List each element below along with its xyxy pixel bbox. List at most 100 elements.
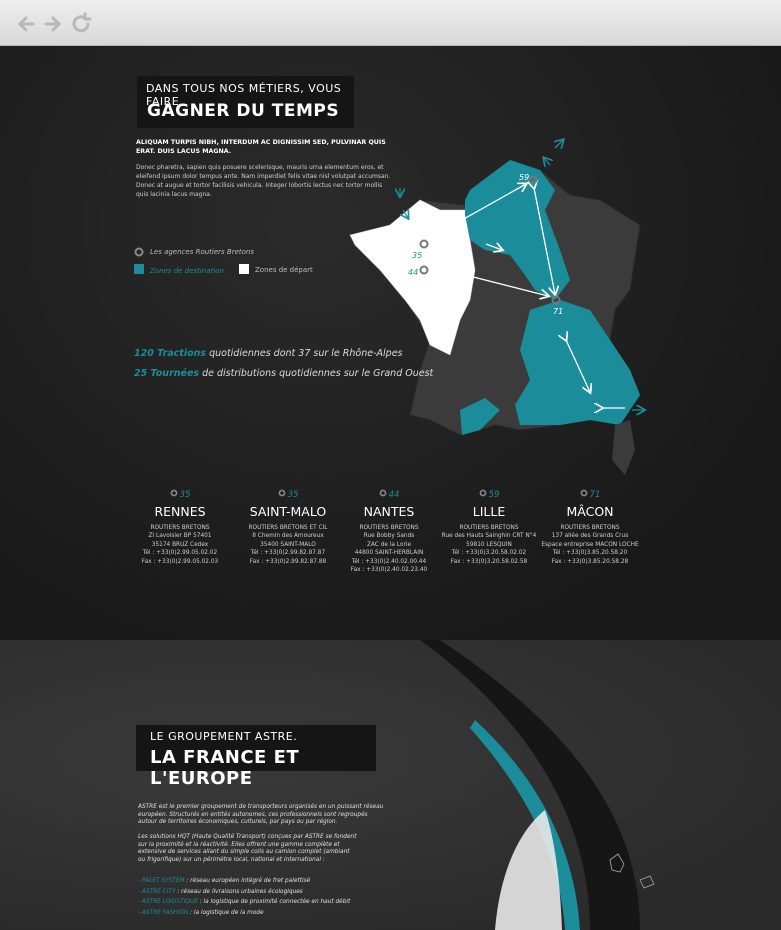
agency-line: Fax : +33(0)2.99.82.87.88 xyxy=(249,558,327,565)
agency-line: Tél : +33(0)2.99.82.87.87 xyxy=(250,550,326,557)
stat-text: quotidiennes dont 37 sur le Rhône-Alpes xyxy=(209,348,403,359)
stat-line: 25 Tournées de distributions quotidienne… xyxy=(134,368,433,379)
paragraph: ASTRE est le premier groupement de trans… xyxy=(138,804,384,826)
agency-line: 44800 SAINT-HERBLAIN xyxy=(354,550,424,557)
forward-button[interactable] xyxy=(44,16,62,32)
section-network: 59 35 44 71 DANS TOUS NOS MÉTIERS, VOUS … xyxy=(0,46,781,640)
agency-line: Tél : +33(0)2.99.05.02.02 xyxy=(142,550,218,557)
stat-text: de distributions quotidiennes sur le Gra… xyxy=(202,368,434,379)
map-label: 44 xyxy=(408,268,418,277)
agency-line: Tél : +33(0)3.20.58.02.02 xyxy=(451,550,527,557)
route-arrows xyxy=(430,184,625,408)
agency-number: 71 xyxy=(589,490,601,500)
legend-item: Les agences Routiers Bretons xyxy=(150,248,255,256)
agency-city: LILLE xyxy=(472,504,506,519)
legend-icons xyxy=(134,247,144,274)
body-text: Donec pharetra, sapien quis posuere scel… xyxy=(136,164,391,198)
title: LA FRANCE ET L'EUROPE xyxy=(150,747,300,789)
agency-line: ROUTIERS BRETONS xyxy=(150,525,210,531)
agency-line: Tél : +33(0)2.40.02.00.44 xyxy=(351,558,427,565)
title: GAGNER DU TEMPS xyxy=(147,101,340,121)
back-button[interactable] xyxy=(17,16,35,32)
agency-line: Rue des Hauts Sainghin CRT N°4 xyxy=(441,533,537,540)
agency-line: ROUTIERS BRETONS ET CIL xyxy=(248,525,328,531)
agency-city: RENNES xyxy=(154,504,206,519)
agency-number-row: 71 xyxy=(535,489,645,500)
legend-item: Zones de destination xyxy=(150,267,224,275)
agency-number: 44 xyxy=(388,490,400,500)
agency-line: 59810 LESQUIN xyxy=(466,541,512,548)
stat-highlight: 120 Tractions xyxy=(134,348,207,359)
agency-icon xyxy=(580,489,587,497)
service-item: - ASTRE LOGISTIQUE : la logistique de pr… xyxy=(138,897,388,908)
france-map: 59 35 44 71 xyxy=(349,46,781,475)
lead: ALIQUAM TURPIS NIBH, INTERDUM AC DIGNISS… xyxy=(136,139,386,155)
service-item: - PALET SYSTEM : réseau européen intégré… xyxy=(138,876,388,887)
map-destination-south xyxy=(460,398,500,435)
map-corsica xyxy=(612,420,635,475)
agency-number-row: 35 xyxy=(125,489,235,500)
agency-card: 71 MÂCON ROUTIERS BRETONS 137 allée des Gra… xyxy=(535,489,645,566)
map-labels: 59 35 44 71 xyxy=(408,173,563,316)
map-label: 59 xyxy=(519,173,529,182)
agency-line: Espace entreprise MACON LOCHE xyxy=(541,541,639,548)
stat-line: 120 Tractions quotidiennes dont 37 sur l… xyxy=(134,348,402,359)
agency-line: Fax : +33(0)2.40.02.23.40 xyxy=(350,567,428,574)
service-term: - ASTRE CITY xyxy=(138,888,176,895)
decor-arcs xyxy=(420,640,655,930)
kicker: DANS TOUS NOS MÉTIERS, VOUS FAIRE xyxy=(146,82,342,108)
service-term: - ASTRE FASHION xyxy=(138,909,189,916)
agency-line: Rue Bobby Sands xyxy=(363,533,415,540)
headline-box: DANS TOUS NOS MÉTIERS, VOUS FAIRE GAGNER… xyxy=(137,76,354,128)
service-item: - ASTRE FASHION : la logistique de la mo… xyxy=(138,908,388,919)
agency-line: Fax : +33(0)2.99.05.02.03 xyxy=(141,558,219,565)
service-term: - PALET SYSTEM xyxy=(138,878,185,884)
agency-card: 35 RENNES ROUTIERS BRETONS ZI Lavoisier BP … xyxy=(125,489,235,566)
agency-icon xyxy=(379,489,386,497)
agency-icon xyxy=(479,489,486,497)
agency-icon xyxy=(278,489,285,497)
stat-highlight: 25 Tournées xyxy=(134,368,200,379)
agency-card: 59 LILLE ROUTIERS BRETONS Rue des Hauts Sai… xyxy=(434,489,544,566)
agency-line: Fax : +33(0)3.20.58.02.58 xyxy=(450,558,528,565)
agency-line: 35400 SAINT-MALO xyxy=(260,541,316,548)
map-label: 71 xyxy=(553,307,563,316)
agency-line: ROUTIERS BRETONS xyxy=(560,525,620,531)
reload-button[interactable] xyxy=(72,12,92,33)
europe-map xyxy=(495,810,562,930)
agency-line: Tél : +33(0)3.85.20.58.20 xyxy=(552,550,628,557)
agency-number-row: 44 xyxy=(334,489,444,500)
agency-markers xyxy=(419,175,561,305)
map-label: 35 xyxy=(412,251,422,260)
paragraph: Les solutions HQT (Haute Qualité Transpo… xyxy=(138,834,357,863)
agency-line: ZAC de la Lorie xyxy=(366,541,412,548)
agency-card: 44 NANTES ROUTIERS BRETONS Rue Bobby Sands Z… xyxy=(334,489,444,574)
service-item: - ASTRE CITY : réseau de livraisons urba… xyxy=(138,887,388,898)
agency-city: SAINT-MALO xyxy=(249,504,327,519)
agency-number-row: 59 xyxy=(434,489,544,500)
agency-icon xyxy=(170,489,177,497)
legend-icon-departure xyxy=(239,264,249,274)
headline-box: LE GROUPEMENT ASTRE. LA FRANCE ET L'EURO… xyxy=(136,725,376,789)
service-desc: : réseau européen intégré de fret palett… xyxy=(186,878,311,884)
service-desc: : la logistique de proximité connectée e… xyxy=(199,899,351,905)
agency-number: 35 xyxy=(179,490,191,500)
agency-line: 8 Chemin des Amoureux xyxy=(252,533,324,540)
legend-item: Zones de départ xyxy=(255,266,313,274)
nav-icons xyxy=(17,12,92,33)
section-astre: LE GROUPEMENT ASTRE. LA FRANCE ET L'EURO… xyxy=(0,640,781,930)
map-destination-rhone xyxy=(515,300,640,425)
agency-number: 59 xyxy=(488,490,500,500)
agency-line: ROUTIERS BRETONS xyxy=(359,525,419,531)
outward-arrows xyxy=(400,140,644,410)
agency-number-row: 35 xyxy=(233,489,343,500)
agency-line: ZI Lavoisier BP 57401 xyxy=(148,533,212,540)
browser-toolbar xyxy=(0,0,781,46)
service-desc: : réseau de livraisons urbaines écologiq… xyxy=(177,888,303,895)
service-list: - PALET SYSTEM : réseau européen intégré… xyxy=(138,876,388,918)
agency-card: 35 SAINT-MALO ROUTIERS BRETONS ET CIL 8 Che… xyxy=(233,489,343,566)
agency-city: MÂCON xyxy=(566,504,614,519)
agency-city: NANTES xyxy=(363,504,415,519)
agency-number: 35 xyxy=(287,490,299,500)
service-desc: : la logistique de la mode xyxy=(190,909,264,916)
